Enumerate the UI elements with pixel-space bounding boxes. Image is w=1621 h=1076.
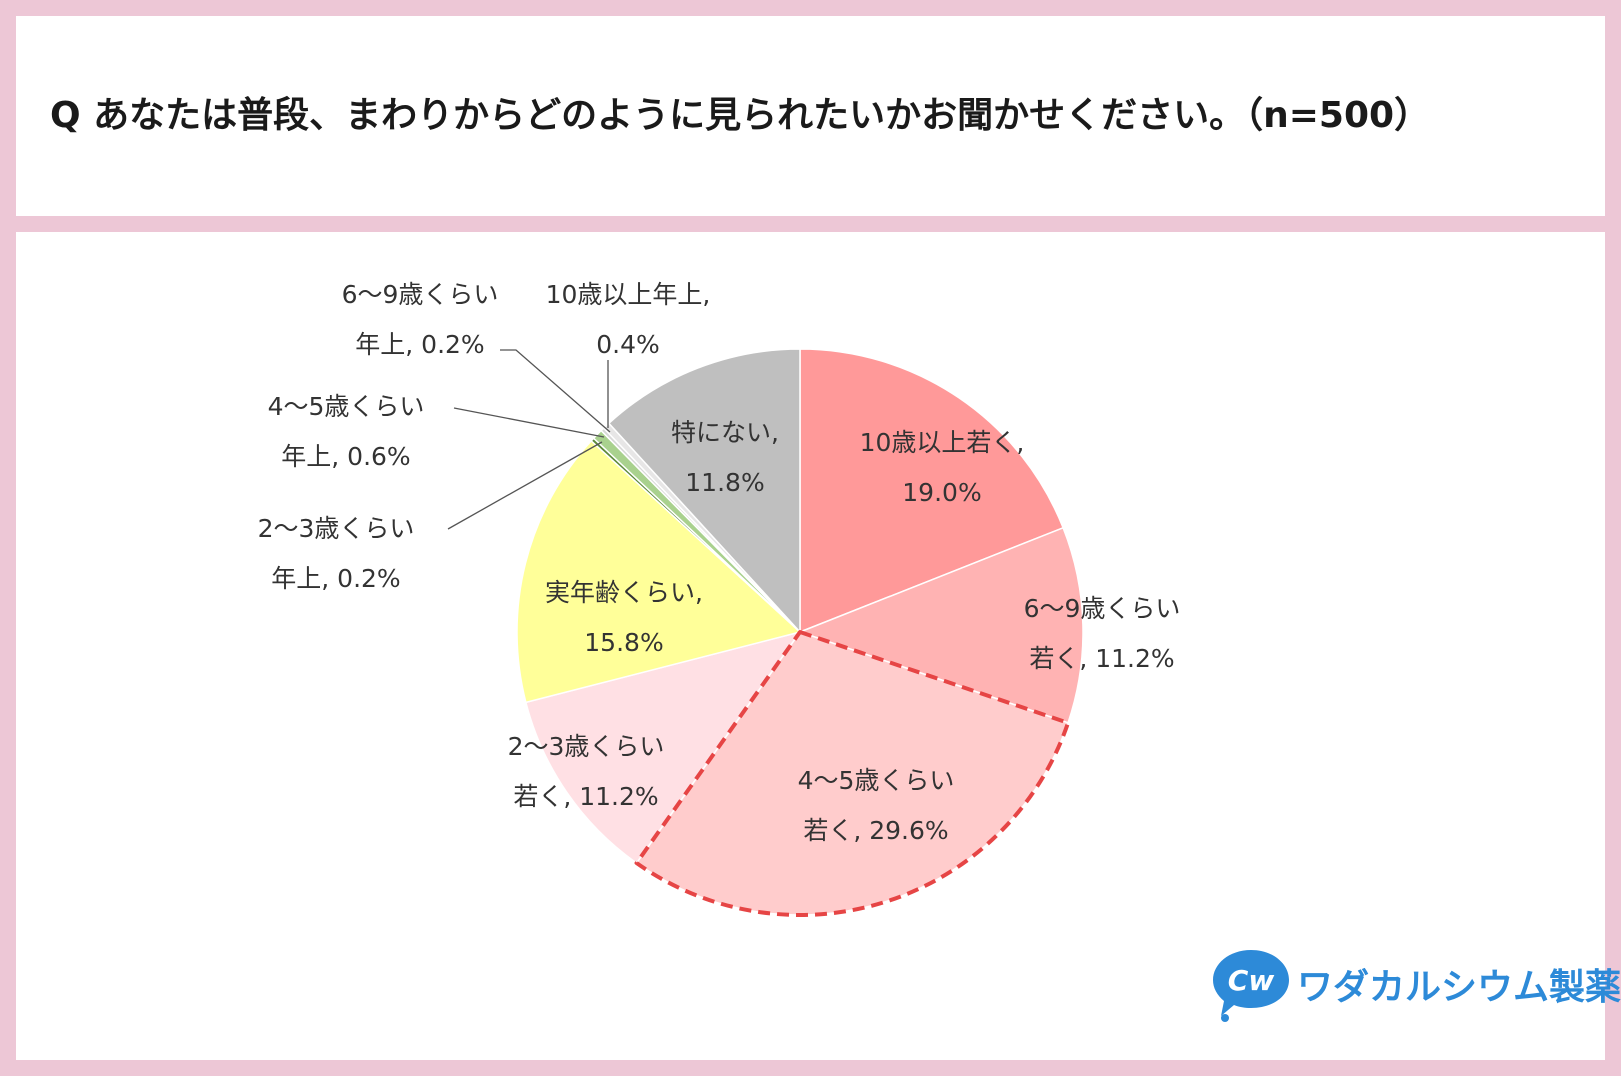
slice-label-line2: 19.0% <box>902 478 982 507</box>
pie-slice-1 <box>799 348 1065 634</box>
slice-label-line2: 11.8% <box>685 468 765 497</box>
slice-label-line1: 4〜5歳くらい <box>267 392 425 421</box>
slice-label-line2: 若く, 11.2% <box>513 782 659 811</box>
highlight-border <box>634 630 1071 917</box>
leader-line-6 <box>447 441 603 530</box>
slice-label-line1: 実年齢くらい, <box>545 578 703 607</box>
slice-label-1: 10歳以上若く, 19.0% <box>832 418 1052 518</box>
slice-label-8: 6〜9歳くらい 年上, 0.2% <box>310 270 530 370</box>
title-panel: Q あなたは普段、まわりからどのように見られたいかお聞かせください。（n=500… <box>16 16 1605 216</box>
slice-label-10: 特にない, 11.8% <box>615 408 835 508</box>
brand-name: ワダカルシウム製薬 <box>1297 967 1621 1008</box>
chart-panel: 10歳以上若く, 19.0% 6〜9歳くらい 若く, 11.2% 4〜5歳くらい 若く, … <box>16 232 1621 1060</box>
pie-slice-2 <box>797 526 1084 724</box>
pie-slice-4 <box>524 630 802 865</box>
slice-label-line1: 6〜9歳くらい <box>341 280 499 309</box>
svg-text:Cw: Cw <box>1228 964 1275 997</box>
slice-label-line1: 6〜9歳くらい <box>1023 594 1181 623</box>
slice-label-7: 4〜5歳くらい 年上, 0.6% <box>236 382 456 482</box>
slice-label-9: 10歳以上年上, 0.4% <box>518 270 738 370</box>
slice-label-5: 実年齢くらい, 15.8% <box>514 568 734 668</box>
slice-label-line1: 10歳以上若く, <box>859 428 1025 457</box>
slice-label-line1: 10歳以上年上, <box>545 280 711 309</box>
slice-label-6: 2〜3歳くらい 年上, 0.2% <box>226 504 446 604</box>
slice-label-line2: 15.8% <box>584 628 664 657</box>
pie-slices <box>516 348 1084 916</box>
pie-slice-10 <box>607 348 801 634</box>
slice-label-line1: 2〜3歳くらい <box>507 732 665 761</box>
slice-label-2: 6〜9歳くらい 若く, 11.2% <box>992 584 1212 684</box>
slice-label-line2: 年上, 0.2% <box>355 330 485 359</box>
slice-label-line2: 若く, 29.6% <box>803 816 949 845</box>
question-title: Q あなたは普段、まわりからどのように見られたいかお聞かせください。（n=500… <box>50 95 1431 136</box>
pie-chart <box>447 348 1084 917</box>
slice-label-4: 2〜3歳くらい 若く, 11.2% <box>476 722 696 822</box>
slice-label-line2: 年上, 0.6% <box>281 442 411 471</box>
slice-label-3: 4〜5歳くらい 若く, 29.6% <box>766 756 986 856</box>
slice-label-line1: 2〜3歳くらい <box>257 514 415 543</box>
brand-logo: Cw ワダカルシウム製薬 <box>1211 944 1621 1024</box>
slice-label-line2: 年上, 0.2% <box>271 564 401 593</box>
slice-label-line1: 4〜5歳くらい <box>797 766 955 795</box>
slice-label-line2: 若く, 11.2% <box>1029 644 1175 673</box>
slice-label-line1: 特にない, <box>671 418 779 447</box>
leader-line-7 <box>453 407 605 438</box>
leader-line-8 <box>500 349 611 433</box>
pie-slice-5 <box>516 439 802 704</box>
slice-label-line2: 0.4% <box>596 330 660 359</box>
speech-bubble-cw-logo-icon: Cw <box>1213 950 1289 1022</box>
